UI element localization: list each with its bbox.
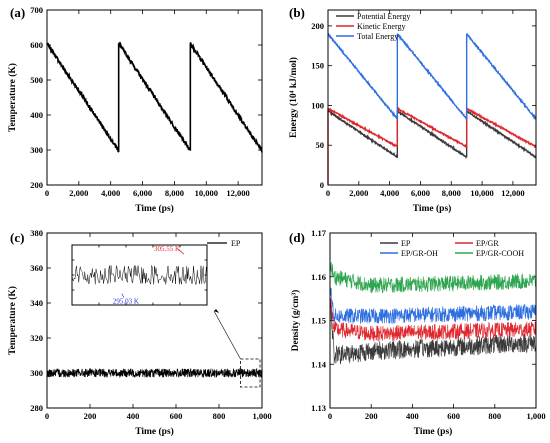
zoom-box xyxy=(240,358,261,388)
series-line-2 xyxy=(327,32,537,121)
legend-label: EP/GR-COOH xyxy=(476,249,524,258)
x-axis-title: Time (ps) xyxy=(135,203,174,214)
y-tick-label: 500 xyxy=(30,75,43,85)
y-axis-title: Temperature (K) xyxy=(7,286,18,355)
x-axis-title: Time (ps) xyxy=(414,426,453,437)
panel-c: 0 200 400 600 800 1,000 280 300 320 340 360 380 Time… xyxy=(7,228,272,437)
y-axis-title: Density (g/cm³) xyxy=(290,290,301,352)
x-tick-label: 1,000 xyxy=(252,411,271,421)
panel-b-label: (b) xyxy=(289,5,305,20)
zoom-pointer-head xyxy=(214,309,219,313)
legend-label: Total Energy xyxy=(357,32,398,41)
plot-frame xyxy=(71,244,208,306)
x-tick-label: 800 xyxy=(213,411,226,421)
y-tick-label: 700 xyxy=(30,5,43,15)
x-tick-label: 200 xyxy=(84,411,97,421)
x-axis-title: Time (ps) xyxy=(413,203,452,214)
y-tick-label: 340 xyxy=(30,298,43,308)
legend-label: Potential Energy xyxy=(357,12,410,21)
y-tick-label: 200 xyxy=(311,21,324,31)
y-tick-label: 150 xyxy=(311,61,324,71)
min-arrow xyxy=(121,293,125,298)
x-tick-label: 6,000 xyxy=(133,188,152,198)
y-tick-label: 400 xyxy=(30,110,43,120)
y-tick-label: 50 xyxy=(316,140,325,150)
y-tick-label: 1.15 xyxy=(311,316,326,326)
x-tick-label: 1,000 xyxy=(526,411,545,421)
series-line-0 xyxy=(46,41,263,153)
y-tick-label: 300 xyxy=(30,368,43,378)
x-tick-label: 0 xyxy=(45,188,49,198)
plot-frame xyxy=(327,9,537,186)
max-arrow xyxy=(177,248,185,255)
x-tick-label: 8,000 xyxy=(442,188,461,198)
x-tick-label: 12,000 xyxy=(226,188,249,198)
series-line-1 xyxy=(327,107,537,185)
x-tick-label: 2,000 xyxy=(69,188,88,198)
legend-label: EP xyxy=(401,239,411,248)
y-tick-label: 1.16 xyxy=(311,272,326,282)
y-tick-label: 380 xyxy=(30,228,43,238)
y-axis-title: Energy (10⁴ kJ/mol) xyxy=(288,57,299,138)
x-tick-label: 400 xyxy=(406,411,419,421)
legend-label: EP/GR xyxy=(476,239,499,248)
panel-d-label: (d) xyxy=(289,230,305,245)
series-line-0 xyxy=(329,299,537,365)
series-line-0 xyxy=(327,109,537,160)
x-tick-label: 10,000 xyxy=(470,188,493,198)
x-tick-label: 400 xyxy=(127,411,140,421)
series-line-2 xyxy=(329,284,537,325)
panel-a: 0 2,000 4,000 6,000 8,000 10,000 12,000 200 300 4… xyxy=(7,5,263,214)
x-tick-label: 10,000 xyxy=(195,188,218,198)
x-tick-label: 600 xyxy=(447,411,460,421)
legend-label: EP/GR-OH xyxy=(401,249,438,258)
legend-label: EP xyxy=(231,239,241,248)
x-tick-label: 0 xyxy=(326,188,330,198)
x-tick-label: 800 xyxy=(488,411,501,421)
y-tick-label: 1.13 xyxy=(311,403,326,413)
y-tick-label: 1.14 xyxy=(311,359,327,369)
inset-plot: 305.55 K 295.03 K xyxy=(71,244,208,306)
plot-frame xyxy=(46,232,263,409)
min-annotation: 295.03 K xyxy=(113,298,139,306)
x-tick-label: 8,000 xyxy=(165,188,184,198)
x-tick-label: 2,000 xyxy=(349,188,368,198)
y-tick-label: 280 xyxy=(30,403,43,413)
panel-c-label: (c) xyxy=(10,230,24,245)
zoom-pointer xyxy=(213,310,241,360)
y-tick-label: 200 xyxy=(30,180,43,190)
x-tick-label: 0 xyxy=(328,411,332,421)
x-tick-label: 600 xyxy=(170,411,183,421)
panel-d: 0 200 400 600 800 1,000 1.13 1.14 1.15 1.16 1.17 Ti… xyxy=(290,228,546,437)
series-line-0 xyxy=(71,265,208,286)
y-axis-title: Temperature (K) xyxy=(7,63,18,132)
x-tick-label: 4,000 xyxy=(101,188,120,198)
x-tick-label: 12,000 xyxy=(501,188,524,198)
x-tick-label: 6,000 xyxy=(411,188,430,198)
plot-frame xyxy=(46,9,263,186)
x-axis-title: Time (ps) xyxy=(135,426,174,437)
legend-label: Kinetic Energy xyxy=(357,22,406,31)
series-line-3 xyxy=(329,262,537,294)
series-line-0 xyxy=(46,367,263,379)
panel-b: 0 2,000 4,000 6,000 8,000 10,000 12,000 0 50 100 1… xyxy=(288,9,537,214)
x-tick-label: 4,000 xyxy=(380,188,399,198)
y-tick-label: 360 xyxy=(30,263,43,273)
x-tick-label: 0 xyxy=(45,411,49,421)
y-tick-label: 600 xyxy=(30,40,43,50)
y-tick-label: 300 xyxy=(30,145,43,155)
x-tick-label: 200 xyxy=(365,411,378,421)
y-tick-label: 0 xyxy=(320,180,324,190)
panel-a-label: (a) xyxy=(10,5,25,20)
max-annotation: 305.55 K xyxy=(154,245,180,253)
y-tick-label: 320 xyxy=(30,333,43,343)
y-tick-label: 100 xyxy=(311,100,324,110)
y-tick-label: 1.17 xyxy=(311,228,327,238)
plot-frame xyxy=(329,232,537,409)
series-line-1 xyxy=(329,296,537,342)
